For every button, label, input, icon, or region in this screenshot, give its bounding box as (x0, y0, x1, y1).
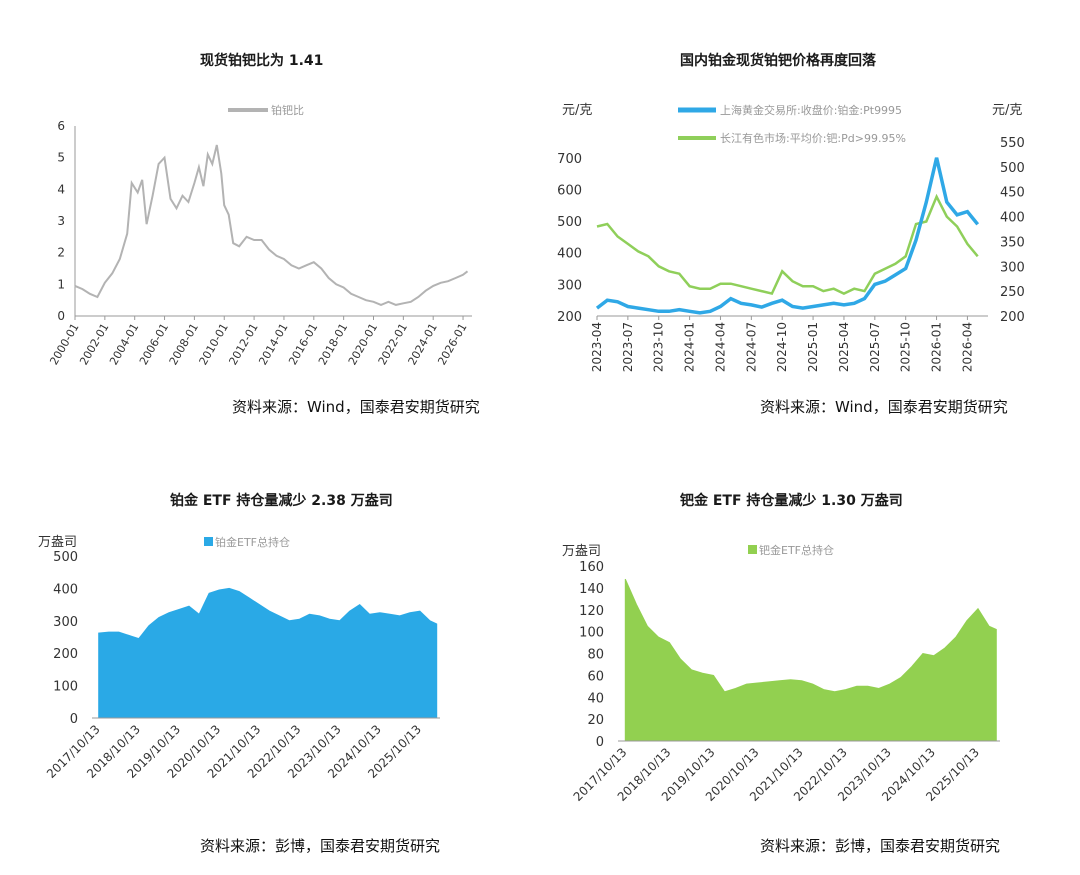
x-tick-label: 2026-01 (435, 321, 469, 367)
legend-label: 铂金ETF总持仓 (215, 535, 290, 549)
holdings-area (624, 578, 997, 742)
y-tick-label: 60 (587, 669, 604, 684)
y-tick-label: 2 (57, 246, 65, 260)
y-tick-label: 5 (57, 151, 65, 165)
y-tick-label: 500 (53, 550, 78, 565)
left-axis-unit: 元/克 (562, 103, 592, 118)
right-axis-unit: 元/克 (992, 103, 1022, 118)
x-tick-label: 2025-07 (868, 322, 882, 372)
y-tick-label: 20 (587, 713, 604, 728)
x-tick-label: 2025-01 (806, 322, 820, 372)
pd-etf-chart-source: 资料来源：彭博，国泰君安期货研究 (760, 837, 1001, 855)
ratio-chart-title: 现货铂钯比为 1.41 (200, 53, 324, 69)
legend-label-palladium: 长江有色市场:平均价:钯:Pd>99.95% (720, 131, 906, 145)
y-right-tick-label: 200 (1000, 310, 1025, 325)
palladium-price-line (596, 193, 979, 296)
legend-label: 钯金ETF总持仓 (759, 543, 834, 557)
x-tick-label: 2024-01 (683, 322, 697, 372)
y-right-tick-label: 300 (1000, 260, 1025, 275)
y-tick-label: 200 (53, 647, 78, 662)
y-left-tick-label: 200 (557, 310, 582, 325)
platinum-price-line (595, 157, 980, 315)
x-tick-label: 2024-07 (744, 322, 758, 372)
y-tick-label: 4 (57, 182, 65, 196)
y-right-tick-label: 250 (1000, 285, 1025, 300)
y-tick-label: 160 (579, 560, 604, 575)
x-tick-label: 2026-01 (930, 322, 944, 372)
price-chart: 200 300 400 500 600 700 200 250 300 350 400 450 500 5… (557, 103, 1025, 372)
ratio-chart: 01234562000-012002-012004-012006-012008-… (47, 103, 472, 367)
y-tick-label: 100 (53, 680, 78, 695)
y-tick-label: 300 (53, 615, 78, 630)
y-tick-label: 1 (57, 277, 65, 291)
y-tick-label: 40 (587, 691, 604, 706)
x-tick-label: 2025-10 (899, 322, 913, 372)
ratio-series-line (74, 144, 469, 306)
x-tick-label: 2026-04 (960, 322, 974, 372)
y-tick-label: 120 (579, 604, 604, 619)
y-tick-label: 400 (53, 582, 78, 597)
y-axis-unit: 万盎司 (562, 544, 601, 559)
legend-swatch (748, 545, 757, 554)
y-left-tick-label: 600 (557, 183, 582, 198)
y-tick-label: 80 (587, 648, 604, 663)
y-tick-label: 0 (70, 712, 78, 727)
legend-label: 铂钯比 (271, 103, 304, 117)
y-right-tick-label: 500 (1000, 161, 1025, 176)
x-tick-label: 2024-04 (713, 322, 727, 372)
price-chart-source: 资料来源：Wind，国泰君安期货研究 (760, 398, 1008, 416)
y-tick-label: 0 (596, 735, 604, 750)
x-tick-label: 2023-07 (621, 322, 635, 372)
legend-swatch (204, 537, 213, 546)
x-tick-label: 2023-10 (652, 322, 666, 372)
y-axis-unit: 万盎司 (38, 535, 77, 550)
y-right-tick-label: 550 (1000, 136, 1025, 151)
x-tick-label: 2023-04 (590, 322, 604, 372)
y-left-tick-label: 400 (557, 247, 582, 262)
x-tick-label: 2024-10 (775, 322, 789, 372)
ratio-chart-source: 资料来源：Wind，国泰君安期货研究 (232, 398, 480, 416)
pd-etf-chart-title: 钯金 ETF 持仓量减少 1.30 万盎司 (680, 493, 903, 509)
y-right-tick-label: 350 (1000, 235, 1025, 250)
legend-label-platinum: 上海黄金交易所:收盘价:铂金:Pt9995 (720, 103, 902, 117)
y-tick-label: 6 (57, 119, 65, 133)
pt-etf-chart-source: 资料来源：彭博，国泰君安期货研究 (200, 837, 441, 855)
pt-etf-chart-title: 铂金 ETF 持仓量减少 2.38 万盎司 (170, 493, 393, 509)
y-left-tick-label: 300 (557, 278, 582, 293)
y-left-tick-label: 700 (557, 152, 582, 167)
y-tick-label: 140 (579, 582, 604, 597)
y-tick-label: 3 (57, 214, 65, 228)
y-left-tick-label: 500 (557, 215, 582, 230)
pd-etf-chart: 万盎司0204060801001201401602017/10/132018/1… (562, 543, 1000, 804)
pt-etf-chart: 万盎司01002003004005002017/10/132018/10/132… (38, 535, 440, 781)
price-chart-title: 国内铂金现货铂钯价格再度回落 (680, 53, 876, 69)
y-tick-label: 100 (579, 626, 604, 641)
x-tick-label: 2025-04 (837, 322, 851, 372)
holdings-area (98, 587, 438, 719)
y-right-tick-label: 450 (1000, 186, 1025, 201)
y-tick-label: 0 (57, 309, 65, 323)
y-right-tick-label: 400 (1000, 211, 1025, 226)
